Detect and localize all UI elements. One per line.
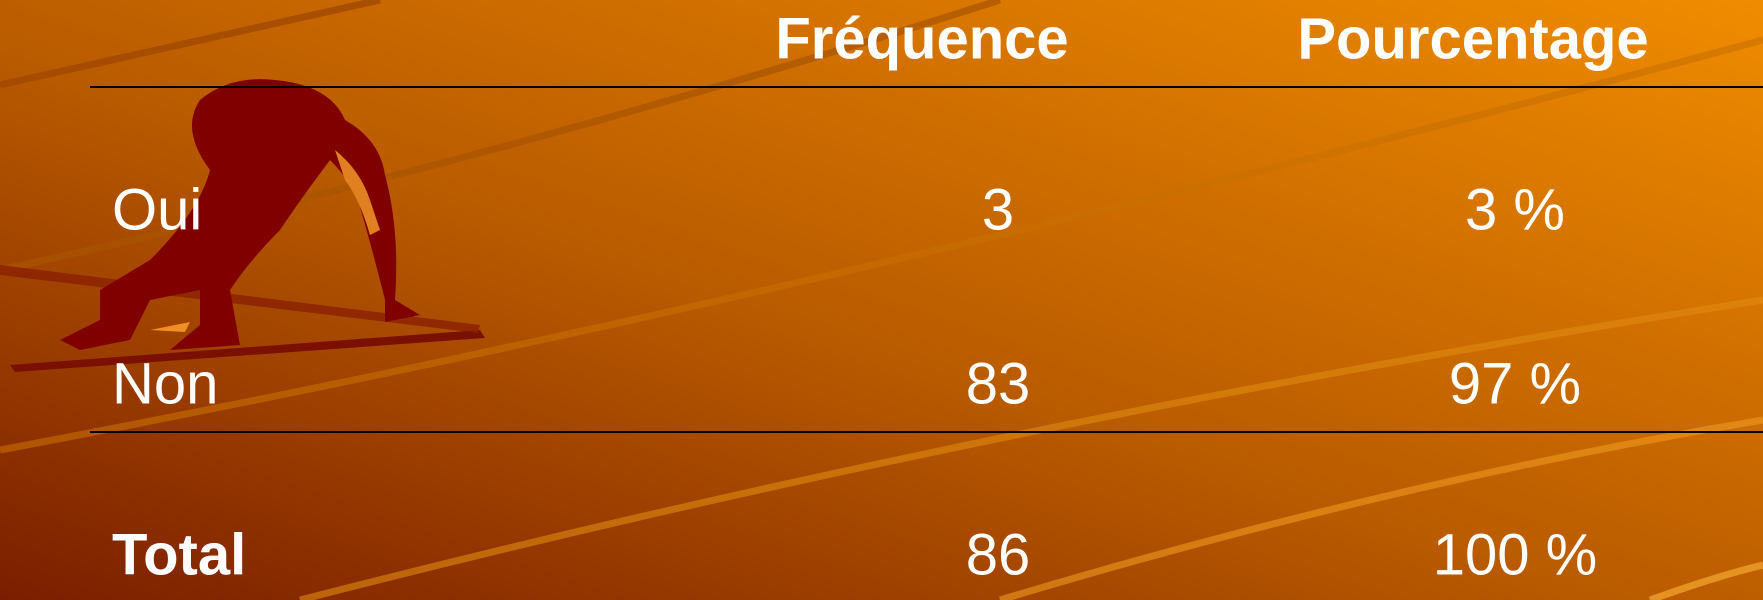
cell: 83 (966, 351, 1031, 416)
column-header: Pourcentage (1297, 6, 1648, 71)
row-label: Oui (112, 177, 202, 242)
slide: Fréquence Pourcentage Oui 3 3 % Non 83 9… (0, 0, 1763, 600)
column-header: Fréquence (775, 6, 1068, 71)
cell: 3 % (1465, 177, 1565, 242)
cell: 97 % (1449, 351, 1581, 416)
cell: 100 % (1433, 522, 1597, 587)
page: Fréquence Pourcentage Oui 3 3 % Non 83 9… (0, 0, 1763, 600)
row-label: Non (112, 351, 218, 416)
cell: 86 (966, 522, 1031, 587)
cell: 3 (982, 177, 1014, 242)
row-label: Total (112, 522, 246, 587)
